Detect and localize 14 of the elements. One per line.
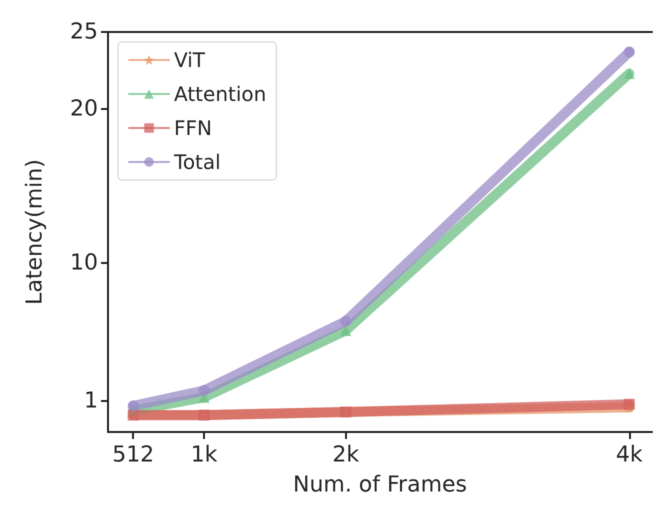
y-tick-label: 1 [84, 388, 98, 414]
y-tick-label: 10 [70, 250, 98, 276]
x-tick-label: 512 [112, 442, 154, 468]
legend-label: Attention [174, 82, 266, 106]
x-axis-title: Num. of Frames [292, 472, 468, 498]
x-tick-label: 2k [332, 442, 360, 468]
y-tick-label: 25 [70, 20, 98, 44]
x-tick-label: 1k [190, 442, 218, 468]
x-tick-label: 4k [616, 442, 643, 468]
y-axis-title: Latency(min) [22, 159, 48, 305]
legend-label: Total [173, 150, 221, 174]
legend-label: ViT [174, 48, 206, 72]
y-tick-label: 20 [70, 96, 98, 122]
legend-label: FFN [174, 116, 212, 140]
